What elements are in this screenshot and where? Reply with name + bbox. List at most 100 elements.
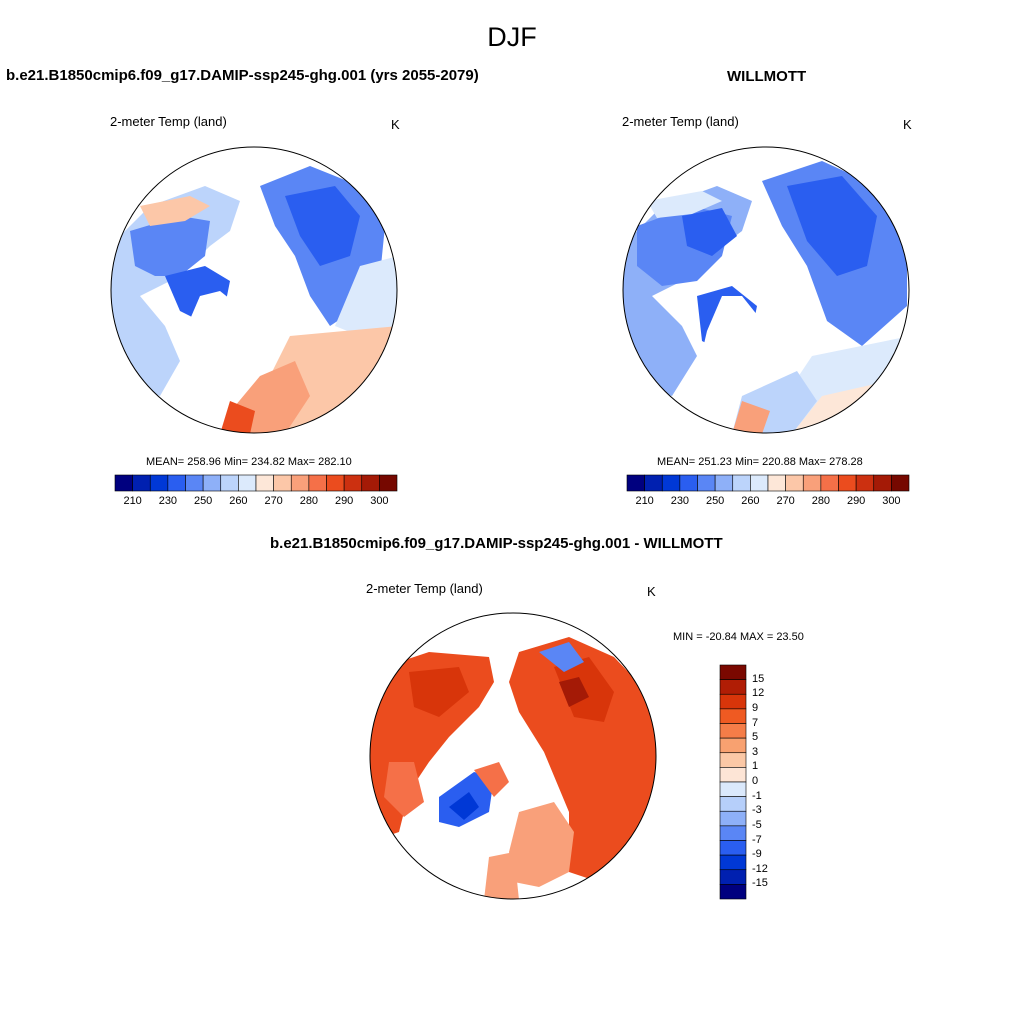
colorbar-swatch — [719, 825, 747, 841]
colorbar-swatch — [255, 474, 274, 492]
colorbar-swatch — [719, 679, 747, 695]
model-colorbar — [114, 474, 398, 492]
colorbar-tick-label: 290 — [846, 495, 866, 507]
diff-colorbar — [719, 664, 747, 900]
colorbar-tick-label: 230 — [670, 495, 690, 507]
diff-stats: MIN = -20.84 MAX = 23.50 — [673, 631, 804, 643]
diff-variable-label: 2-meter Temp (land) — [366, 581, 483, 596]
colorbar-swatch — [732, 474, 751, 492]
colorbar-tick-label: 270 — [264, 495, 283, 507]
colorbar-tick-label: -9 — [752, 848, 762, 861]
colorbar-tick-label: 9 — [752, 701, 759, 714]
colorbar-swatch — [838, 474, 857, 492]
colorbar-swatch — [132, 474, 151, 492]
colorbar-swatch — [290, 474, 310, 492]
model-stats: MEAN= 258.96 Min= 234.82 Max= 282.10 — [146, 456, 352, 468]
colorbar-swatch — [644, 474, 663, 492]
colorbar-swatch — [719, 840, 747, 856]
colorbar-swatch — [802, 474, 822, 492]
colorbar-tick-label: 290 — [334, 495, 354, 507]
colorbar-swatch — [326, 474, 345, 492]
colorbar-tick-label: 210 — [123, 495, 142, 507]
colorbar-tick-label: 210 — [635, 495, 654, 507]
colorbar-swatch — [361, 474, 380, 492]
colorbar-swatch — [719, 796, 747, 812]
colorbar-tick-label: 15 — [752, 672, 765, 685]
colorbar-swatch — [873, 474, 892, 492]
colorbar-swatch — [661, 474, 681, 492]
obs-colorbar — [626, 474, 910, 492]
colorbar-tick-label: 250 — [193, 495, 213, 507]
colorbar-swatch — [719, 767, 747, 783]
colorbar-swatch — [820, 474, 839, 492]
colorbar-tick-label: 3 — [752, 745, 759, 758]
colorbar-tick-label: 300 — [370, 495, 389, 507]
colorbar-swatch — [719, 664, 747, 680]
diff-panel-title: b.e21.B1850cmip6.f09_g17.DAMIP-ssp245-gh… — [270, 535, 723, 552]
figure-title: DJF — [487, 22, 537, 52]
colorbar-tick-label: -1 — [752, 789, 762, 802]
colorbar-tick-label: 280 — [811, 495, 831, 507]
colorbar-swatch — [855, 474, 875, 492]
colorbar-swatch — [719, 737, 747, 754]
colorbar-tick-label: 260 — [741, 495, 760, 507]
obs-colorbar-ticks: 210 230 250 260 270 280 290 300 — [627, 495, 909, 509]
colorbar-swatch — [719, 752, 747, 768]
colorbar-swatch — [891, 474, 910, 492]
diff-units-label: K — [647, 584, 656, 599]
obs-units-label: K — [903, 117, 912, 132]
colorbar-swatch — [379, 474, 398, 492]
colorbar-swatch — [719, 810, 747, 827]
colorbar-swatch — [167, 474, 186, 492]
model-polar-map — [110, 146, 398, 434]
colorbar-swatch — [719, 884, 747, 900]
colorbar-tick-label: -12 — [752, 862, 768, 875]
colorbar-tick-label: -3 — [752, 804, 762, 817]
colorbar-swatch — [714, 474, 734, 492]
colorbar-tick-label: -15 — [752, 877, 768, 890]
colorbar-tick-label: 270 — [776, 495, 795, 507]
colorbar-swatch — [149, 474, 169, 492]
diff-polar-map — [369, 612, 657, 900]
colorbar-swatch — [220, 474, 239, 492]
colorbar-swatch — [185, 474, 204, 492]
colorbar-tick-label: 280 — [299, 495, 319, 507]
colorbar-swatch — [273, 474, 292, 492]
colorbar-tick-label: 300 — [882, 495, 901, 507]
colorbar-swatch — [750, 474, 769, 492]
model-panel-title: b.e21.B1850cmip6.f09_g17.DAMIP-ssp245-gh… — [6, 67, 479, 84]
colorbar-tick-label: 1 — [752, 760, 759, 773]
colorbar-swatch — [202, 474, 222, 492]
colorbar-swatch — [719, 854, 747, 871]
model-variable-label: 2-meter Temp (land) — [110, 114, 227, 129]
colorbar-tick-label: 260 — [229, 495, 248, 507]
obs-variable-label: 2-meter Temp (land) — [622, 114, 739, 129]
colorbar-swatch — [719, 708, 747, 724]
obs-polar-map — [622, 146, 910, 434]
colorbar-swatch — [719, 781, 747, 797]
colorbar-swatch — [719, 869, 747, 885]
colorbar-tick-label: 250 — [705, 495, 725, 507]
colorbar-tick-label: -7 — [752, 833, 762, 846]
colorbar-swatch — [719, 693, 747, 710]
model-colorbar-ticks: 210 230 250 260 270 280 290 300 — [115, 495, 397, 509]
obs-stats: MEAN= 251.23 Min= 220.88 Max= 278.28 — [657, 456, 863, 468]
colorbar-swatch — [785, 474, 804, 492]
colorbar-tick-label: 0 — [752, 775, 759, 787]
colorbar-tick-label: 230 — [158, 495, 178, 507]
obs-panel-title: WILLMOTT — [727, 68, 807, 85]
colorbar-swatch — [308, 474, 327, 492]
colorbar-swatch — [626, 474, 645, 492]
colorbar-swatch — [719, 723, 747, 739]
colorbar-tick-label: 7 — [752, 716, 759, 729]
colorbar-swatch — [238, 474, 257, 492]
colorbar-tick-label: -5 — [752, 818, 762, 831]
colorbar-swatch — [343, 474, 363, 492]
diff-colorbar-ticks: 15 12 9 7 5 3 1 0 -1 -3 -5 -7 -9 -12 -15 — [752, 665, 792, 899]
colorbar-tick-label: 5 — [752, 731, 759, 744]
model-units-label: K — [391, 117, 400, 132]
colorbar-swatch — [697, 474, 716, 492]
colorbar-swatch — [767, 474, 786, 492]
colorbar-swatch — [114, 474, 133, 492]
colorbar-tick-label: 12 — [752, 687, 765, 700]
